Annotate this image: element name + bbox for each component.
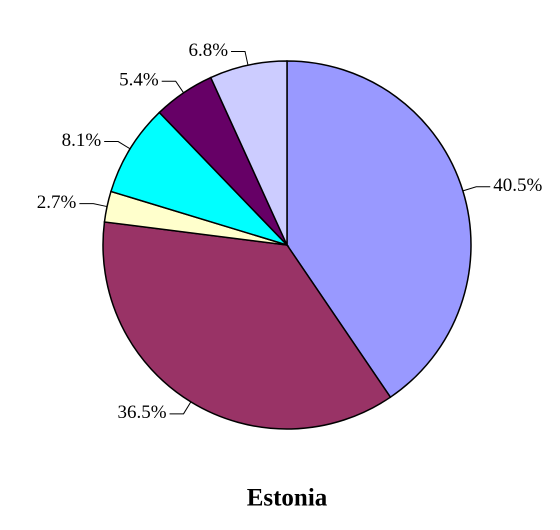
leader-line bbox=[169, 401, 192, 415]
leader-line bbox=[79, 203, 108, 208]
pie-slice bbox=[102, 221, 392, 430]
pie-slice bbox=[110, 111, 290, 247]
data-label: 36.5% bbox=[117, 402, 166, 423]
leader-line bbox=[104, 141, 131, 150]
data-label: 2.7% bbox=[37, 192, 77, 213]
chart-title: Estonia bbox=[247, 485, 328, 512]
data-label: 5.4% bbox=[119, 70, 159, 91]
leader-line bbox=[462, 186, 491, 192]
data-label: 40.5% bbox=[493, 175, 542, 196]
pie-slice bbox=[209, 60, 288, 246]
leader-line bbox=[231, 51, 249, 66]
data-label: 8.1% bbox=[62, 130, 102, 151]
pie-slice bbox=[286, 60, 472, 399]
leader-line bbox=[161, 80, 184, 94]
data-label: 6.8% bbox=[188, 40, 228, 61]
